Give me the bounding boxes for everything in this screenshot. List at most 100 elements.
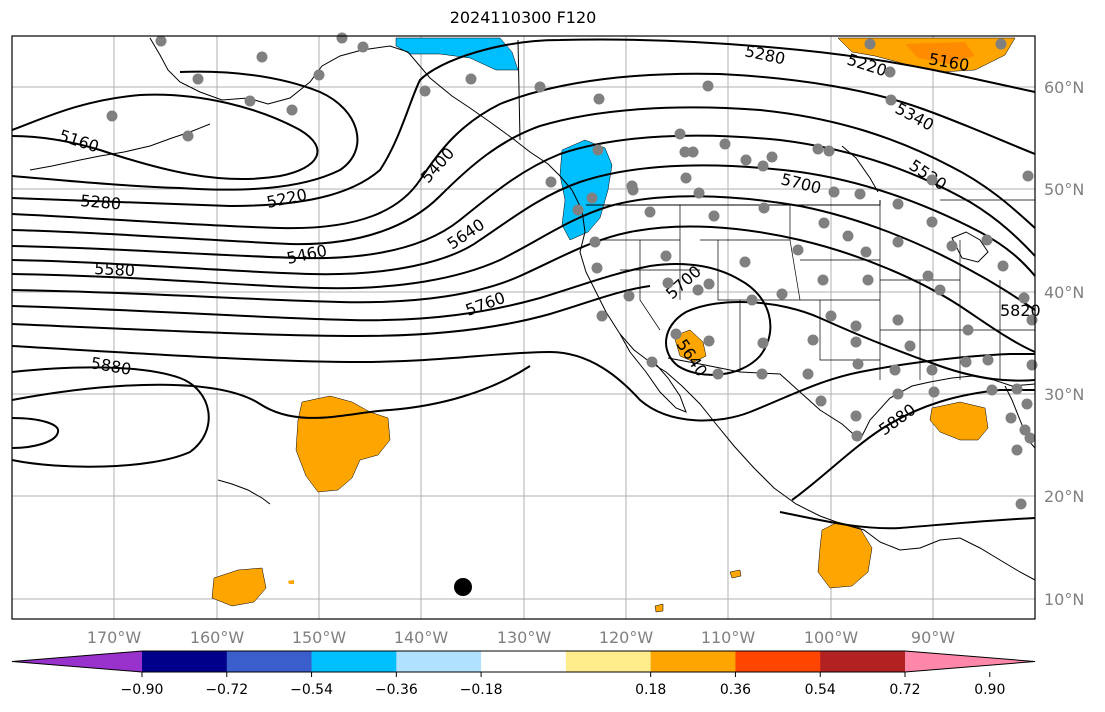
positive-anomaly-small-3 (288, 580, 294, 584)
station-dot (592, 144, 604, 156)
positive-anomaly-south-pacific (211, 567, 267, 607)
colorbar-tick-label: −0.72 (205, 682, 248, 698)
station-dot (627, 184, 639, 196)
station-dot (106, 110, 118, 122)
station-dot (336, 32, 348, 44)
station-dot (926, 216, 938, 228)
station-dot (1005, 412, 1017, 424)
station-dot (155, 35, 167, 47)
colorbar-segment (565, 651, 652, 672)
contour-5760 (11, 285, 651, 338)
station-dot (646, 356, 658, 368)
station-dot (756, 368, 768, 380)
station-dot (854, 188, 866, 200)
station-dot (1011, 383, 1023, 395)
station-dot (842, 230, 854, 242)
lon-label-110w: 110°W (701, 628, 756, 647)
station-dot (1015, 498, 1027, 510)
colorbar-tick-label: 0.36 (720, 682, 751, 698)
station-dots (106, 32, 1038, 510)
lon-label-170w: 170°W (87, 628, 142, 647)
station-dot (1018, 292, 1030, 304)
station-dot (674, 128, 686, 140)
station-dot (692, 284, 704, 296)
station-dot (812, 143, 824, 155)
station-dot (892, 388, 904, 400)
contour-5880-south (779, 511, 1036, 530)
station-dot (702, 80, 714, 92)
station-dot (892, 236, 904, 248)
positive-anomaly-north-core (905, 42, 975, 64)
station-dot (850, 410, 862, 422)
positive-anomaly-central-pacific (295, 395, 391, 493)
station-dot (850, 336, 862, 348)
colorbar-segment (396, 651, 482, 672)
contour-5880-west-loop (11, 366, 210, 468)
colorbar-segment (481, 651, 567, 672)
lat-label-40n: 40°N (1044, 283, 1084, 302)
station-dot (758, 202, 770, 214)
station-dot (591, 262, 603, 274)
contour-5460 (11, 134, 1036, 260)
lat-label-30n: 30°N (1044, 385, 1084, 404)
station-dot (928, 386, 940, 398)
station-dot (892, 314, 904, 326)
lat-label-10n: 10°N (1044, 590, 1084, 609)
station-dot (1026, 314, 1038, 326)
colorbar-tick-label: 0.72 (889, 682, 920, 698)
colorbar-tick-label: 0.54 (805, 682, 836, 698)
contour-5400 (11, 106, 1036, 246)
station-dot (1019, 424, 1031, 436)
station-dot (740, 154, 752, 166)
station-dot (850, 320, 862, 332)
station-dot (593, 93, 605, 105)
station-dot (708, 210, 720, 222)
colorbar: −0.90 −0.72 −0.54 −0.36 −0.18 0.18 0.36 0.54 0.7… (11, 650, 1036, 698)
station-dot (889, 364, 901, 376)
alaska-coastline (149, 37, 573, 191)
colorbar-extend-min (12, 651, 142, 672)
colorbar-segment (735, 651, 821, 672)
contour-5280 (11, 38, 1036, 208)
station-dot (679, 146, 691, 158)
station-dot (256, 51, 268, 63)
positive-anomaly-gulf (929, 401, 989, 441)
station-dot (589, 236, 601, 248)
lon-label-90w: 90°W (911, 628, 955, 647)
lon-label-130w: 130°W (497, 628, 552, 647)
station-dot (766, 151, 778, 163)
station-dot (792, 244, 804, 256)
station-dot (818, 217, 830, 229)
positive-anomaly-small-1 (729, 569, 742, 579)
lat-label-50n: 50°N (1044, 180, 1084, 199)
station-dot (719, 138, 731, 150)
station-dot (884, 66, 896, 78)
station-dot (739, 256, 751, 268)
lat-label-60n: 60°N (1044, 78, 1084, 97)
contour-5580 (11, 195, 1036, 311)
colorbar-tick-label: −0.90 (121, 682, 164, 698)
station-dot (1021, 398, 1033, 410)
colorbar-segment (311, 651, 397, 672)
map-border (11, 35, 1036, 620)
station-dot (623, 290, 635, 302)
yucatan-coast (879, 537, 1036, 581)
great-lakes (951, 231, 989, 263)
contour-5880-east (791, 389, 1035, 501)
station-dot (776, 288, 788, 300)
contour-label-5280-west: 5280 (80, 191, 122, 213)
station-dot (926, 364, 938, 376)
station-dot (534, 81, 546, 93)
station-dot (286, 104, 298, 116)
lat-label-20n: 20°N (1044, 487, 1084, 506)
station-dot (1011, 444, 1023, 456)
station-dot (885, 94, 897, 106)
station-dot (670, 328, 682, 340)
station-dot (192, 73, 204, 85)
lon-label-100w: 100°W (804, 628, 859, 647)
station-dot (357, 41, 369, 53)
station-dot (680, 172, 692, 184)
station-dot (693, 187, 705, 199)
station-dot (926, 174, 938, 186)
station-dot (703, 335, 715, 347)
